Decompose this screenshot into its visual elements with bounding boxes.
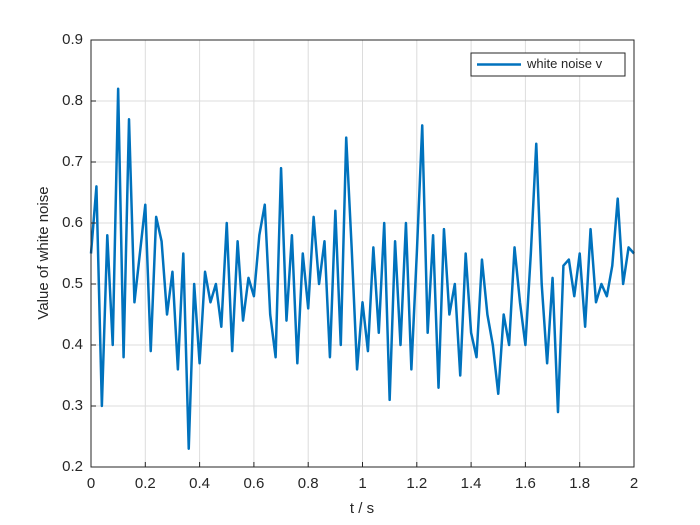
x-tick-label: 0.8: [298, 475, 319, 492]
x-tick-label: 0: [87, 475, 95, 492]
y-axis-label: Value of white noise: [35, 186, 52, 319]
x-tick-label: 1.2: [406, 475, 427, 492]
data-line: [89, 87, 635, 450]
x-axis-label: t / s: [350, 500, 374, 517]
legend: white noise v: [470, 52, 626, 77]
x-tick-label: 0.4: [189, 475, 210, 492]
plot: [89, 87, 635, 450]
x-tick-label: 1.6: [515, 475, 536, 492]
y-tick-label: 0.8: [62, 92, 83, 109]
y-tick-label: 0.5: [62, 275, 83, 292]
legend-box: [470, 52, 626, 77]
x-tick-label: 2: [630, 475, 638, 492]
y-tick-label: 0.7: [62, 153, 83, 170]
y-tick-label: 0.6: [62, 214, 83, 231]
y-tick-label: 0.2: [62, 458, 83, 475]
x-tick-label: 1.4: [461, 475, 482, 492]
y-tick-label: 0.4: [62, 336, 83, 353]
x-tick-label: 0.2: [135, 475, 156, 492]
x-tick-label: 1: [358, 475, 366, 492]
legend-label: white noise v: [526, 56, 603, 71]
y-tick-label: 0.3: [62, 397, 83, 414]
x-tick-label: 1.8: [569, 475, 590, 492]
y-tick-label: 0.9: [62, 31, 83, 48]
x-tick-label: 0.6: [243, 475, 264, 492]
